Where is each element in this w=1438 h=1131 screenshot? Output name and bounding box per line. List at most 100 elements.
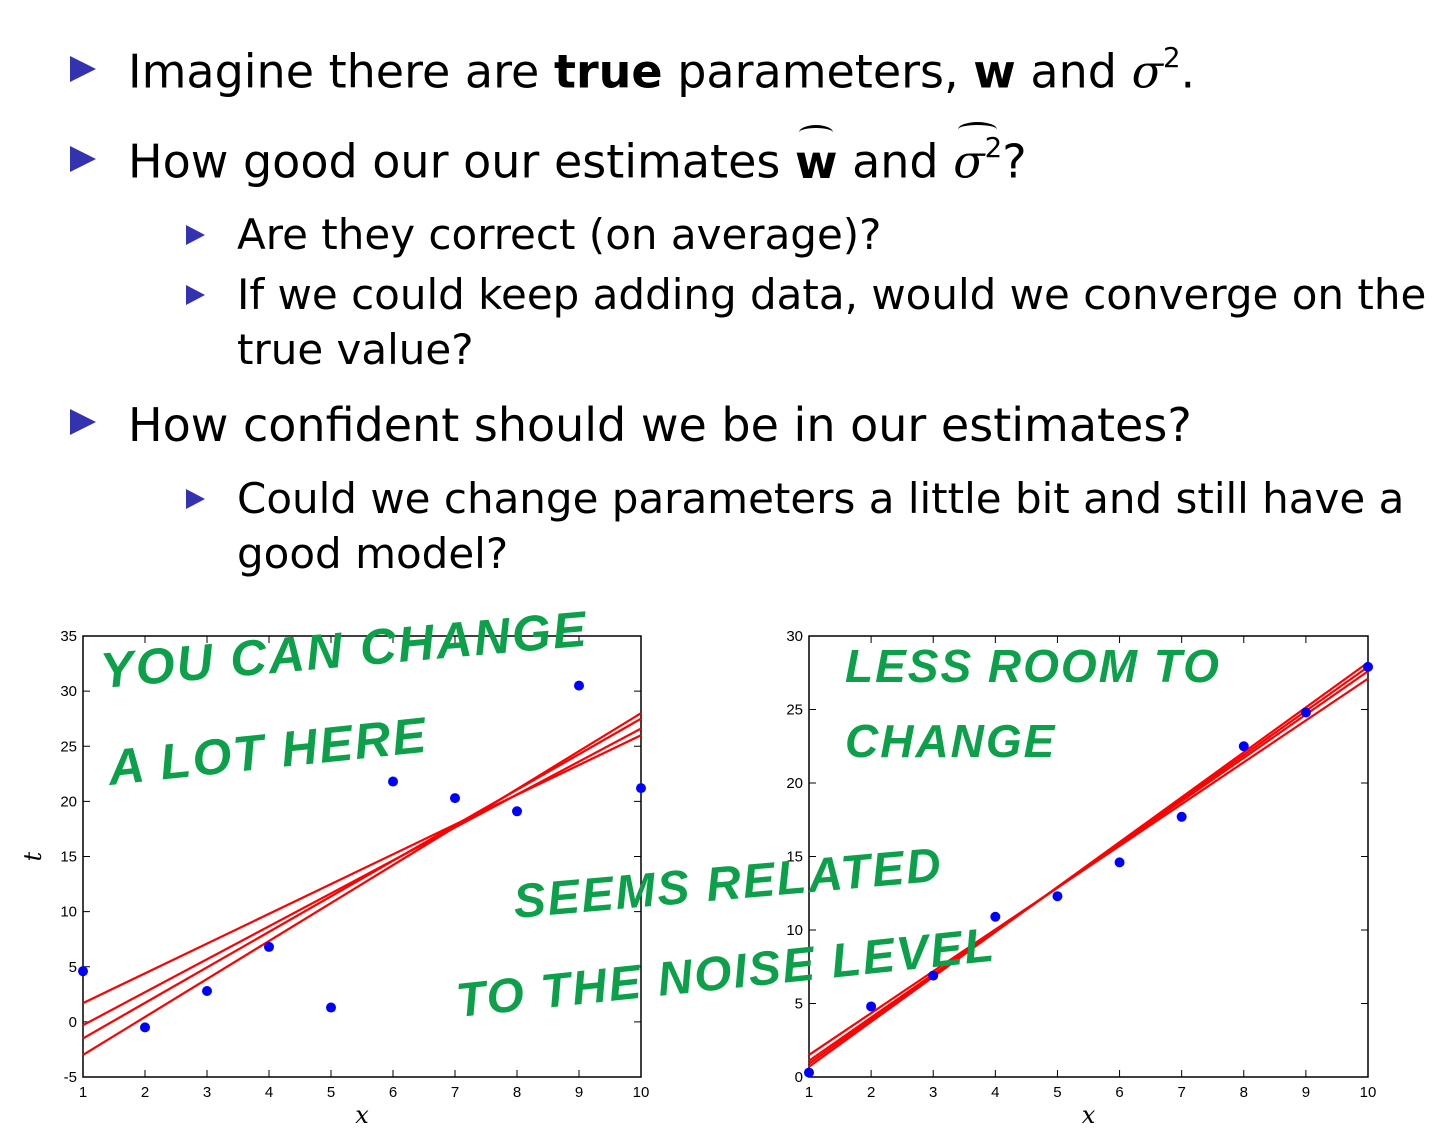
x-tick-label: 7	[1177, 1084, 1185, 1101]
b2b-line2: true value?	[237, 324, 474, 374]
bullet-2-text: How good our our estimates w and σ2?	[128, 121, 1027, 193]
y-tick-label: 20	[60, 793, 77, 810]
y-tick-label: 5	[795, 996, 803, 1013]
data-point	[326, 1002, 336, 1013]
x-tick-label: 4	[265, 1084, 273, 1101]
fit-line	[82, 727, 642, 1027]
x-tick-label: 8	[513, 1084, 521, 1101]
bullet-3-text: How confident should we be in our estima…	[128, 398, 1192, 452]
data-point	[264, 941, 274, 952]
data-point	[202, 986, 212, 997]
b2-sigma-hat: σ2	[953, 121, 1003, 192]
y-tick-label: 25	[786, 702, 803, 719]
data-point	[1363, 661, 1373, 672]
y-tick-label: 20	[786, 775, 803, 792]
x-tick-label: 5	[327, 1084, 335, 1101]
data-point	[512, 806, 522, 817]
data-point	[574, 680, 584, 691]
y-tick-label: 30	[786, 628, 803, 645]
bullet-triangle-icon	[186, 225, 205, 245]
y-tick-label: 15	[60, 849, 77, 866]
y-tick-label: 35	[60, 628, 77, 645]
y-axis-label: t	[19, 851, 47, 861]
bullet-triangle-icon	[70, 145, 96, 172]
data-point	[1114, 857, 1125, 868]
bullet-3a: Could we change parameters a little bit …	[186, 472, 1404, 581]
x-tick-label: 6	[389, 1084, 397, 1101]
y-tick-label: 0	[795, 1069, 803, 1086]
bullet-2a: Are they correct (on average)?	[186, 208, 881, 263]
annotation-center-1: SEEMS RELATED	[511, 839, 944, 929]
bullet-1-text: Imagine there are true parameters, w and…	[128, 40, 1195, 102]
data-point	[140, 1022, 150, 1033]
b2-end: ?	[1002, 134, 1027, 189]
data-point	[866, 1001, 877, 1012]
annotation-center-2: TO THE NOISE LEVEL	[454, 919, 998, 1028]
bullet-3a-text: Could we change parameters a little bit …	[237, 472, 1404, 581]
right-plot: 1 2 3 4 5 6 7 8 9 10 0 5 10 15 20 25 30 x	[720, 600, 1420, 1131]
fit-line	[82, 717, 642, 1040]
data-point	[1238, 741, 1249, 752]
annotation-right-2: CHANGE	[845, 715, 1056, 767]
y-tick-label: 5	[69, 959, 77, 976]
bullet-3: How confident should we be in our estima…	[70, 396, 1192, 456]
fit-line	[808, 665, 1369, 1065]
y-tick-label: -5	[64, 1069, 77, 1086]
x-axis-label: x	[1082, 1101, 1096, 1129]
bullet-2: How good our our estimates w and σ2?	[70, 121, 1027, 193]
x-tick-label: 9	[1302, 1084, 1310, 1101]
data-point	[1300, 707, 1311, 718]
annotation-left-2: A LOT HERE	[103, 707, 430, 796]
b2-sup: 2	[984, 131, 1003, 164]
x-tick-label: 3	[929, 1084, 937, 1101]
x-tick-label: 1	[805, 1084, 813, 1101]
data-point	[78, 966, 88, 977]
data-point	[450, 793, 460, 804]
bullet-2b-text: If we could keep adding data, would we c…	[237, 268, 1426, 377]
y-tick-label: 10	[786, 922, 803, 939]
x-tick-label: 3	[203, 1084, 211, 1101]
data-point	[388, 776, 398, 787]
left-plot: 1 2 3 4 5 6 7 8 9 10 -5 0 5 10 15 20 25 30 35 x t	[0, 600, 700, 1131]
b1-mid: parameters,	[662, 44, 974, 99]
data-point	[928, 970, 939, 981]
x-tick-label: 10	[633, 1084, 650, 1101]
b1-sup: 2	[1162, 41, 1181, 74]
b1-pre: Imagine there are	[128, 44, 554, 99]
y-tick-label: 0	[69, 1014, 77, 1031]
b2-w-hat: w	[795, 124, 837, 193]
fit-line	[808, 677, 1369, 1056]
y-tick-label: 25	[60, 738, 77, 755]
data-point	[636, 783, 646, 794]
data-point	[990, 911, 1001, 922]
b1-w: w	[973, 44, 1016, 99]
bullet-triangle-icon	[70, 55, 96, 82]
annotation-left-1: YOU CAN CHANGE	[98, 601, 590, 699]
x-tick-label: 8	[1240, 1084, 1248, 1101]
fit-line	[82, 734, 642, 1005]
x-tick-label: 9	[575, 1084, 583, 1101]
bullet-triangle-icon	[186, 285, 205, 305]
left-plot-svg: 1 2 3 4 5 6 7 8 9 10 -5 0 5 10 15 20 25 30 35 x t	[19, 628, 650, 1129]
y-tick-label: 10	[60, 904, 77, 921]
bullet-1: Imagine there are true parameters, w and…	[70, 40, 1195, 102]
x-tick-label: 5	[1053, 1084, 1061, 1101]
x-tick-label: 10	[1360, 1084, 1377, 1101]
b2b-line1: If we could keep adding data, would we c…	[237, 270, 1427, 319]
bullet-triangle-icon	[186, 489, 205, 509]
x-axis-label: x	[355, 1101, 369, 1129]
bullet-2a-text: Are they correct (on average)?	[237, 210, 882, 259]
bullet-2b: If we could keep adding data, would we c…	[186, 268, 1426, 377]
x-tick-label: 6	[1115, 1084, 1123, 1101]
b2-sigma: σ	[953, 134, 985, 189]
data-point	[804, 1067, 814, 1078]
b1-bold: true	[553, 44, 663, 99]
x-tick-label: 2	[867, 1084, 875, 1101]
b1-sigma: σ	[1131, 44, 1163, 99]
bullet-triangle-icon	[70, 409, 96, 435]
data-point	[1176, 811, 1187, 822]
b2-pre: How good our our estimates	[128, 134, 795, 189]
b1-end: .	[1180, 44, 1196, 99]
x-tick-label: 7	[451, 1084, 459, 1101]
